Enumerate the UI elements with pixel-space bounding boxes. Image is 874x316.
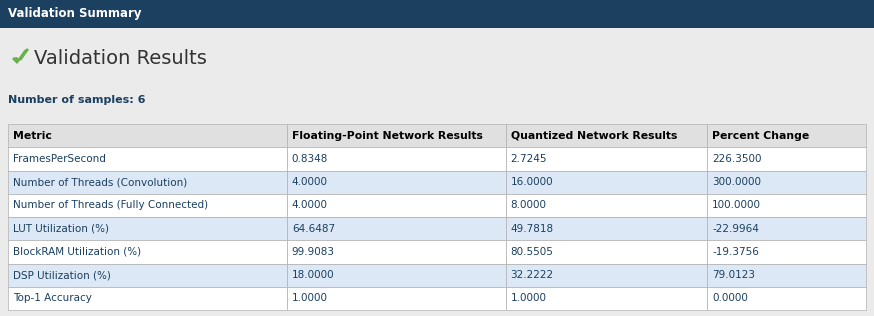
Text: 64.6487: 64.6487 xyxy=(292,224,335,234)
Bar xyxy=(8,194,287,217)
Bar xyxy=(506,147,707,171)
Text: Number of Threads (Fully Connected): Number of Threads (Fully Connected) xyxy=(13,200,208,210)
Text: 1.0000: 1.0000 xyxy=(510,293,546,303)
Bar xyxy=(8,147,287,171)
Text: 80.5505: 80.5505 xyxy=(510,247,553,257)
Text: BlockRAM Utilization (%): BlockRAM Utilization (%) xyxy=(13,247,141,257)
Bar xyxy=(707,264,866,287)
Text: Floating-Point Network Results: Floating-Point Network Results xyxy=(292,131,482,141)
Text: Metric: Metric xyxy=(13,131,52,141)
Text: 0.8348: 0.8348 xyxy=(292,154,329,164)
Text: Percent Change: Percent Change xyxy=(712,131,809,141)
Text: 2.7245: 2.7245 xyxy=(510,154,547,164)
Text: 8.0000: 8.0000 xyxy=(510,200,546,210)
Text: 32.2222: 32.2222 xyxy=(510,270,554,280)
Text: 99.9083: 99.9083 xyxy=(292,247,335,257)
Bar xyxy=(707,240,866,264)
Bar xyxy=(506,264,707,287)
Text: -19.3756: -19.3756 xyxy=(712,247,760,257)
Bar xyxy=(506,240,707,264)
Text: Number of samples: 6: Number of samples: 6 xyxy=(8,95,145,105)
Bar xyxy=(506,217,707,240)
Bar xyxy=(707,147,866,171)
Bar xyxy=(8,264,287,287)
Text: Validation Summary: Validation Summary xyxy=(8,8,142,21)
Bar xyxy=(506,194,707,217)
Bar xyxy=(287,217,506,240)
Text: Quantized Network Results: Quantized Network Results xyxy=(510,131,677,141)
Text: FramesPerSecond: FramesPerSecond xyxy=(13,154,106,164)
Bar xyxy=(287,264,506,287)
Text: DSP Utilization (%): DSP Utilization (%) xyxy=(13,270,111,280)
Text: 4.0000: 4.0000 xyxy=(292,177,328,187)
Bar xyxy=(8,240,287,264)
Text: Validation Results: Validation Results xyxy=(34,48,207,68)
Bar xyxy=(8,217,287,240)
Text: -22.9964: -22.9964 xyxy=(712,224,760,234)
Bar xyxy=(506,171,707,194)
Text: 4.0000: 4.0000 xyxy=(292,200,328,210)
Bar xyxy=(707,287,866,310)
Text: Top-1 Accuracy: Top-1 Accuracy xyxy=(13,293,92,303)
Bar xyxy=(0,0,874,28)
Text: Number of Threads (Convolution): Number of Threads (Convolution) xyxy=(13,177,187,187)
Bar xyxy=(506,287,707,310)
Text: 79.0123: 79.0123 xyxy=(712,270,755,280)
Polygon shape xyxy=(12,48,29,64)
Bar xyxy=(287,194,506,217)
Text: 49.7818: 49.7818 xyxy=(510,224,554,234)
Text: 1.0000: 1.0000 xyxy=(292,293,328,303)
Text: 100.0000: 100.0000 xyxy=(712,200,761,210)
Bar xyxy=(287,147,506,171)
Bar xyxy=(8,171,287,194)
Bar xyxy=(707,217,866,240)
Text: 16.0000: 16.0000 xyxy=(510,177,553,187)
Bar xyxy=(287,240,506,264)
Bar xyxy=(8,124,287,147)
Bar xyxy=(287,287,506,310)
Bar xyxy=(506,124,707,147)
Bar xyxy=(707,171,866,194)
Text: 226.3500: 226.3500 xyxy=(712,154,762,164)
Bar xyxy=(707,194,866,217)
Bar xyxy=(287,124,506,147)
Text: 300.0000: 300.0000 xyxy=(712,177,761,187)
Text: LUT Utilization (%): LUT Utilization (%) xyxy=(13,224,109,234)
Bar xyxy=(707,124,866,147)
Bar xyxy=(287,171,506,194)
Bar xyxy=(8,287,287,310)
Text: 0.0000: 0.0000 xyxy=(712,293,748,303)
Text: 18.0000: 18.0000 xyxy=(292,270,335,280)
